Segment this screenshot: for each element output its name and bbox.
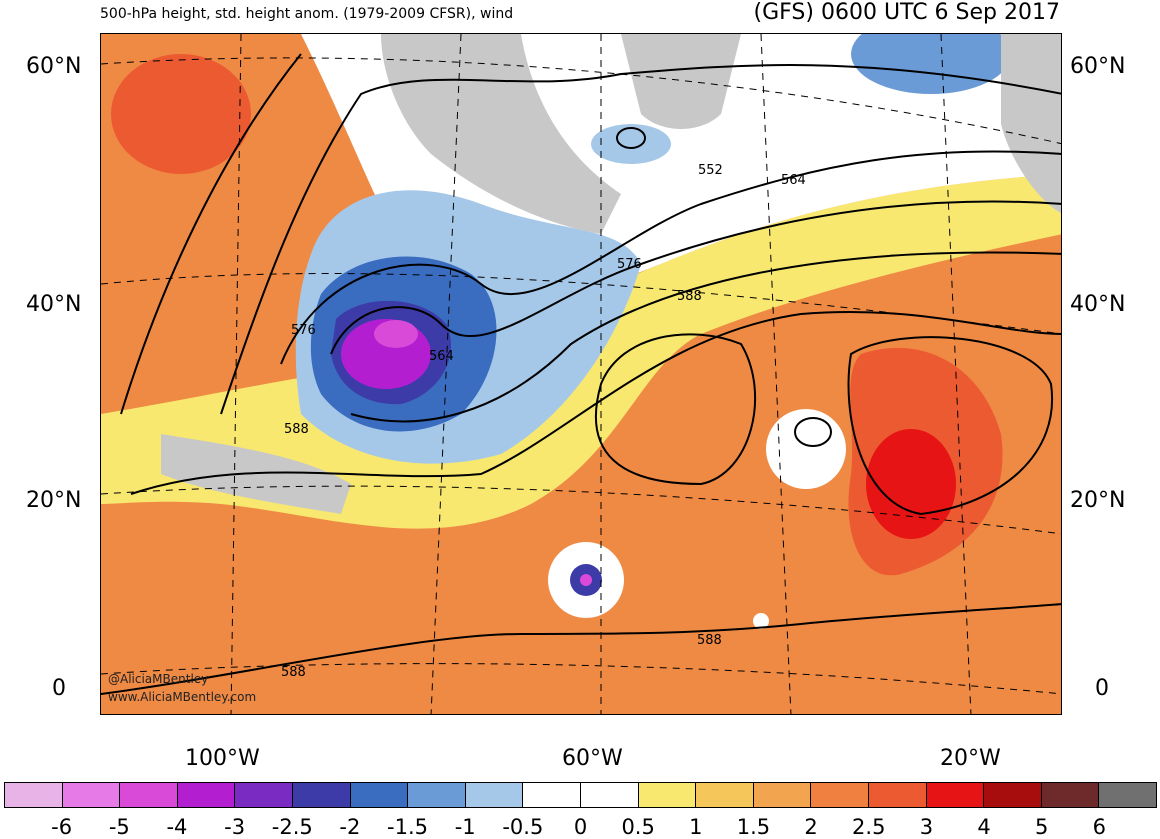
colorbar-bin (408, 783, 466, 807)
lat-label-left-40: 40°N (26, 292, 82, 317)
lat-label-right-0: 0 (1095, 676, 1109, 701)
lat-label-right-20: 20°N (1070, 488, 1126, 513)
contour-label-1: 552 (698, 163, 723, 178)
land-canada (381, 34, 621, 234)
colorbar-tick-label: 3 (919, 815, 934, 839)
colorbar-tick-label: -6 (51, 815, 73, 839)
colorbar-tick-label: -3 (224, 815, 246, 839)
colorbar-bin (1099, 783, 1156, 807)
colorbar-bin (926, 783, 985, 807)
contour-label-5: 576 (291, 323, 316, 338)
colorbar-bin (235, 783, 293, 807)
colorbar-bin (523, 783, 581, 807)
run-time-title: (GFS) 0600 UTC 6 Sep 2017 (753, 0, 1060, 25)
anomaly-atlantic-neutral (766, 409, 846, 489)
colorbar-tick-label: -1.5 (387, 815, 429, 839)
contour-label-7: 588 (284, 422, 309, 437)
lon-label-100w: 100°W (185, 746, 260, 771)
colorbar-tick-label: -2 (339, 815, 361, 839)
anomaly-colorbar (4, 782, 1157, 808)
land-europe (1001, 34, 1061, 213)
colorbar-bin (120, 783, 178, 807)
colorbar-tick-label: 4 (977, 815, 991, 839)
colorbar-tick-label: 2 (804, 815, 818, 839)
colorbar-tick-label: 5 (1035, 815, 1049, 839)
contour-label-2: 564 (781, 173, 806, 188)
colorbar-bin (350, 783, 409, 807)
colorbar-tick-label: 2.5 (852, 815, 886, 839)
colorbar-bin (696, 783, 754, 807)
lon-label-20w: 20°W (940, 746, 1001, 771)
colorbar-tick-label: 1 (689, 815, 703, 839)
colorbar-tick-label: -5 (108, 815, 130, 839)
colorbar-bin (753, 783, 812, 807)
lat-label-right-60: 60°N (1070, 54, 1126, 79)
map-title: 500-hPa height, std. height anom. (1979-… (100, 6, 514, 22)
storm-small (753, 613, 769, 629)
credit-handle: @AliciaMBentley (108, 672, 209, 686)
colorbar-tick-label: -4 (166, 815, 188, 839)
colorbar-bin (984, 783, 1042, 807)
contour-label-6: 564 (429, 349, 454, 364)
colorbar-bin (868, 783, 927, 807)
contour-label-8: 588 (697, 633, 722, 648)
colorbar-bin (811, 783, 869, 807)
contour-label-4: 588 (677, 289, 702, 304)
colorbar-tick-label: 0 (573, 815, 588, 839)
contour-label-9: 588 (281, 665, 306, 680)
colorbar-bin (465, 783, 524, 807)
colorbar-tick-label: -2.5 (271, 815, 313, 839)
anomaly-east-ridge-core (866, 429, 956, 539)
colorbar-bin (62, 783, 121, 807)
height-contours (101, 53, 1061, 695)
colorbar-tick-label: 0.5 (621, 815, 655, 839)
anomaly-small-blue (591, 124, 671, 164)
lat-label-left-20: 20°N (26, 488, 82, 513)
lat-label-right-40: 40°N (1070, 292, 1126, 317)
colorbar-tick-label: -0.5 (502, 815, 544, 839)
colorbar-bin (292, 783, 351, 807)
colorbar-bin (638, 783, 697, 807)
contour-label-3: 576 (617, 257, 642, 272)
anomaly-trough-magenta (374, 320, 418, 348)
weather-map: 552 564 576 588 576 564 588 588 588 (100, 33, 1062, 715)
lon-label-60w: 60°W (562, 746, 623, 771)
colorbar-bin (5, 783, 63, 807)
colorbar-bin (177, 783, 236, 807)
colorbar-tick-label: 1.5 (736, 815, 771, 839)
map-canvas: 552 564 576 588 576 564 588 588 588 (101, 34, 1061, 714)
colorbar-tick-label: 6 (1092, 815, 1107, 839)
hurricane-eye (580, 574, 592, 586)
colorbar-tick-label: -1 (454, 815, 476, 839)
lat-label-left-60: 60°N (26, 54, 82, 79)
land-greenland (621, 34, 741, 129)
credit-website[interactable]: www.AliciaMBentley.com (108, 690, 257, 704)
colorbar-bin (580, 783, 639, 807)
anomaly-west-ridge (111, 54, 251, 174)
colorbar-bin (1041, 783, 1100, 807)
lat-label-left-0: 0 (52, 676, 66, 701)
